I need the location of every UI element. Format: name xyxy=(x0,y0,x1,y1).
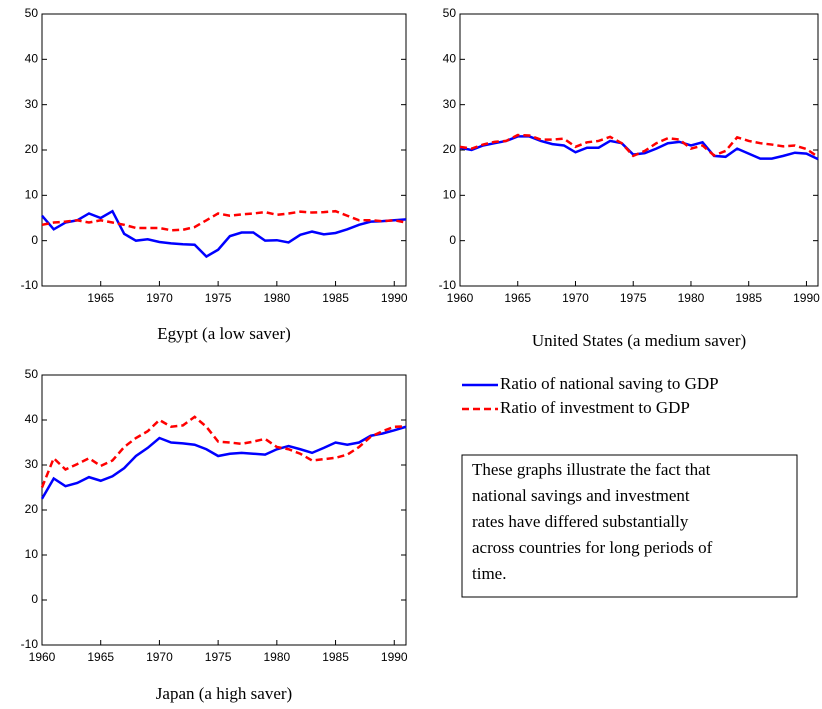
y-tick-label: 20 xyxy=(25,502,39,516)
y-tick-label: -10 xyxy=(21,278,39,292)
x-tick-label: 1990 xyxy=(793,291,820,305)
y-tick-label: 20 xyxy=(443,142,457,156)
y-tick-label: 10 xyxy=(443,188,457,202)
x-tick-label: 1990 xyxy=(381,650,408,664)
y-tick-label: 10 xyxy=(25,547,39,561)
y-tick-label: 0 xyxy=(449,233,456,247)
y-tick-label: -10 xyxy=(21,637,39,651)
note-box xyxy=(461,454,798,598)
x-tick-label: 1965 xyxy=(87,291,114,305)
x-tick-label: 1980 xyxy=(263,291,290,305)
x-tick-label: 1960 xyxy=(447,291,474,305)
note-line: time. xyxy=(472,564,506,583)
note-line: national savings and investment xyxy=(472,486,690,505)
x-tick-label: 1970 xyxy=(146,291,173,305)
note-line: rates have differed substantially xyxy=(472,512,689,531)
series-line xyxy=(41,209,407,259)
x-tick-label: 1980 xyxy=(263,650,290,664)
chart-title: Japan (a high saver) xyxy=(156,684,292,703)
x-tick-label: 1970 xyxy=(146,650,173,664)
y-tick-label: 50 xyxy=(25,367,39,381)
chart-title: United States (a medium saver) xyxy=(532,331,746,350)
plot-frame xyxy=(459,13,819,287)
x-tick-label: 1985 xyxy=(322,650,349,664)
y-tick-label: 10 xyxy=(25,188,39,202)
note-line: These graphs illustrate the fact that xyxy=(472,460,711,479)
y-tick-label: 20 xyxy=(25,142,39,156)
series-line xyxy=(40,425,407,500)
plot-frame xyxy=(41,13,407,287)
x-tick-label: 1960 xyxy=(29,650,56,664)
x-tick-label: 1970 xyxy=(562,291,589,305)
y-tick-label: 0 xyxy=(31,592,38,606)
note-line: across countries for long periods of xyxy=(472,538,713,557)
y-tick-label: -10 xyxy=(439,278,457,292)
y-tick-label: 0 xyxy=(31,233,38,247)
y-tick-label: 40 xyxy=(25,412,39,426)
y-tick-label: 50 xyxy=(443,6,457,20)
x-tick-label: 1965 xyxy=(504,291,531,305)
x-tick-label: 1975 xyxy=(205,650,232,664)
x-tick-label: 1975 xyxy=(620,291,647,305)
x-tick-label: 1990 xyxy=(381,291,408,305)
legend-label: Ratio of investment to GDP xyxy=(500,398,690,417)
y-tick-label: 40 xyxy=(443,52,457,66)
legend-label: Ratio of national saving to GDP xyxy=(500,374,719,393)
y-tick-label: 30 xyxy=(25,97,39,111)
series-line xyxy=(459,135,819,161)
series-line xyxy=(459,133,819,158)
x-tick-label: 1980 xyxy=(678,291,705,305)
y-tick-label: 30 xyxy=(25,457,39,471)
x-tick-label: 1985 xyxy=(735,291,762,305)
y-tick-label: 30 xyxy=(443,97,457,111)
x-tick-label: 1975 xyxy=(205,291,232,305)
plot-frame xyxy=(41,374,407,646)
x-tick-label: 1965 xyxy=(87,650,114,664)
y-tick-label: 50 xyxy=(25,6,39,20)
series-line xyxy=(41,209,407,232)
x-tick-label: 1985 xyxy=(322,291,349,305)
chart-title: Egypt (a low saver) xyxy=(157,324,291,343)
y-tick-label: 40 xyxy=(25,52,39,66)
series-line xyxy=(40,415,407,488)
